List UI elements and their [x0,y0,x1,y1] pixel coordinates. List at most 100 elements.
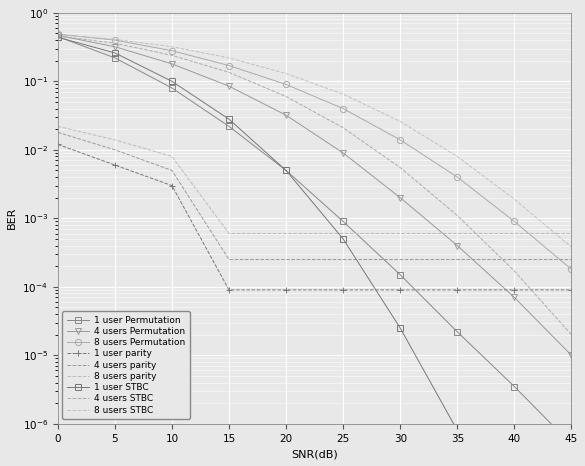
8 users parity [340,231,347,236]
4 users STBC [511,268,518,274]
8 users Permutation [454,174,461,180]
1 user parity [54,142,61,147]
1 user parity [168,183,176,188]
4 users parity [568,257,575,262]
Line: 8 users Permutation: 8 users Permutation [54,31,574,273]
Line: 1 user parity: 1 user parity [54,141,575,294]
Line: 8 users STBC: 8 users STBC [58,34,572,247]
8 users Permutation [111,37,118,43]
8 users parity [397,231,404,236]
1 user Permutation [111,55,118,61]
1 user STBC [397,325,404,331]
4 users parity [111,147,118,153]
X-axis label: SNR(dB): SNR(dB) [291,449,338,459]
4 users STBC [568,332,575,337]
4 users parity [283,257,290,262]
4 users STBC [168,53,176,58]
1 user STBC [168,79,176,84]
4 users Permutation [454,243,461,248]
1 user parity [340,287,347,293]
8 users Permutation [54,31,61,37]
8 users STBC [283,71,290,76]
8 users STBC [568,244,575,250]
4 users STBC [111,41,118,46]
1 user STBC [111,50,118,56]
4 users Permutation [111,44,118,49]
1 user Permutation [340,219,347,224]
8 users STBC [225,55,232,61]
4 users parity [168,168,176,173]
1 user STBC [283,168,290,173]
1 user Permutation [283,168,290,173]
1 user Permutation [225,123,232,129]
8 users Permutation [340,106,347,111]
4 users STBC [283,94,290,99]
1 user Permutation [511,384,518,389]
8 users parity [168,154,176,159]
4 users parity [454,257,461,262]
1 user Permutation [454,329,461,335]
Line: 1 user STBC: 1 user STBC [54,34,574,466]
Line: 8 users parity: 8 users parity [58,126,572,233]
4 users parity [511,257,518,262]
4 users Permutation [225,83,232,89]
4 users Permutation [168,61,176,67]
1 user STBC [54,34,61,40]
4 users Permutation [54,33,61,38]
8 users Permutation [511,219,518,224]
4 users STBC [340,125,347,130]
1 user parity [511,287,518,293]
8 users STBC [168,44,176,49]
8 users Permutation [283,82,290,87]
4 users STBC [54,33,61,39]
8 users STBC [454,154,461,159]
8 users STBC [397,119,404,124]
8 users STBC [511,197,518,202]
1 user STBC [454,428,461,433]
4 users Permutation [340,150,347,156]
8 users Permutation [397,137,404,143]
8 users Permutation [225,63,232,69]
8 users parity [283,231,290,236]
1 user Permutation [568,442,575,447]
Line: 4 users parity: 4 users parity [58,132,572,260]
Line: 4 users Permutation: 4 users Permutation [54,32,574,358]
8 users parity [54,123,61,129]
1 user parity [568,287,575,293]
4 users parity [340,257,347,262]
4 users parity [397,257,404,262]
1 user Permutation [168,85,176,91]
Line: 1 user Permutation: 1 user Permutation [54,34,574,447]
1 user parity [225,287,232,293]
1 user STBC [225,116,232,122]
4 users Permutation [511,295,518,300]
1 user parity [454,287,461,293]
4 users Permutation [568,352,575,358]
8 users parity [568,231,575,236]
4 users parity [225,257,232,262]
1 user Permutation [54,34,61,40]
4 users STBC [454,212,461,218]
4 users parity [54,130,61,135]
Line: 4 users STBC: 4 users STBC [58,36,572,335]
8 users parity [225,231,232,236]
4 users STBC [397,165,404,171]
1 user Permutation [397,272,404,278]
8 users Permutation [568,267,575,272]
8 users parity [511,231,518,236]
1 user parity [397,287,404,293]
Legend: 1 user Permutation, 4 users Permutation, 8 users Permutation, 1 user parity, 4 u: 1 user Permutation, 4 users Permutation,… [63,311,190,419]
4 users STBC [225,69,232,75]
8 users Permutation [168,48,176,54]
8 users STBC [54,32,61,37]
8 users parity [111,137,118,143]
1 user STBC [340,236,347,242]
8 users STBC [111,36,118,42]
8 users parity [454,231,461,236]
4 users Permutation [397,195,404,200]
4 users Permutation [283,112,290,118]
8 users STBC [340,91,347,97]
1 user parity [111,162,118,168]
1 user parity [283,287,290,293]
Y-axis label: BER: BER [7,207,17,229]
